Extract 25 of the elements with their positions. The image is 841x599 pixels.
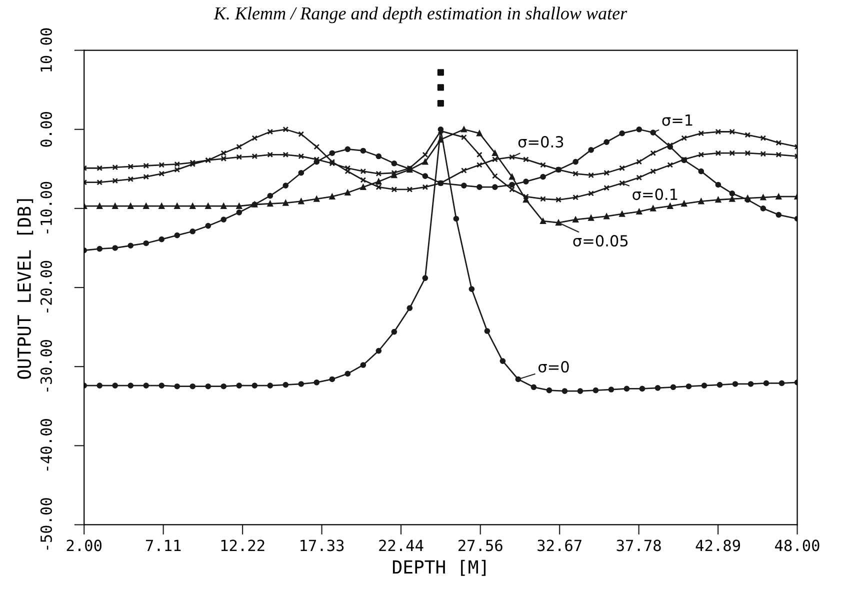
series-label: σ=0.05 (573, 235, 628, 247)
y-tick-label: -20.00 (40, 260, 52, 312)
x-tick-label: 37.78 (616, 540, 661, 552)
y-tick-label: 0.00 (40, 112, 52, 147)
series-label: σ=1 (662, 114, 692, 126)
x-tick-label: 2.00 (66, 540, 102, 552)
x-tick-label: 32.67 (538, 540, 582, 552)
y-tick-label: -30.00 (40, 340, 52, 392)
legend-label: σ=0 (538, 361, 569, 373)
y-tick-label: -40.00 (40, 419, 52, 471)
series-label: σ=0.3 (518, 136, 564, 148)
y-axis-title: OUTPUT LEVEL [DB] (17, 199, 34, 379)
legend-label: σ=0.1 (632, 188, 678, 200)
x-tick-label: 17.33 (300, 540, 344, 552)
x-tick-label: 7.11 (146, 540, 181, 551)
x-tick-label: 22.44 (379, 540, 424, 551)
x-tick-label: 42.89 (696, 540, 740, 552)
text: K. Klemm / Range and depth estimation in shallow water (214, 6, 628, 24)
x-tick-label: 48.00 (775, 540, 820, 552)
x-tick-label: 27.56 (458, 540, 502, 552)
y-tick-label: -50.00 (40, 498, 52, 550)
y-tick-label: -10.00 (40, 182, 52, 234)
y-tick-label: 10.00 (40, 28, 52, 72)
x-tick-label: 12.22 (221, 540, 264, 551)
x-axis-title: DEPTH [M] (392, 560, 486, 576)
